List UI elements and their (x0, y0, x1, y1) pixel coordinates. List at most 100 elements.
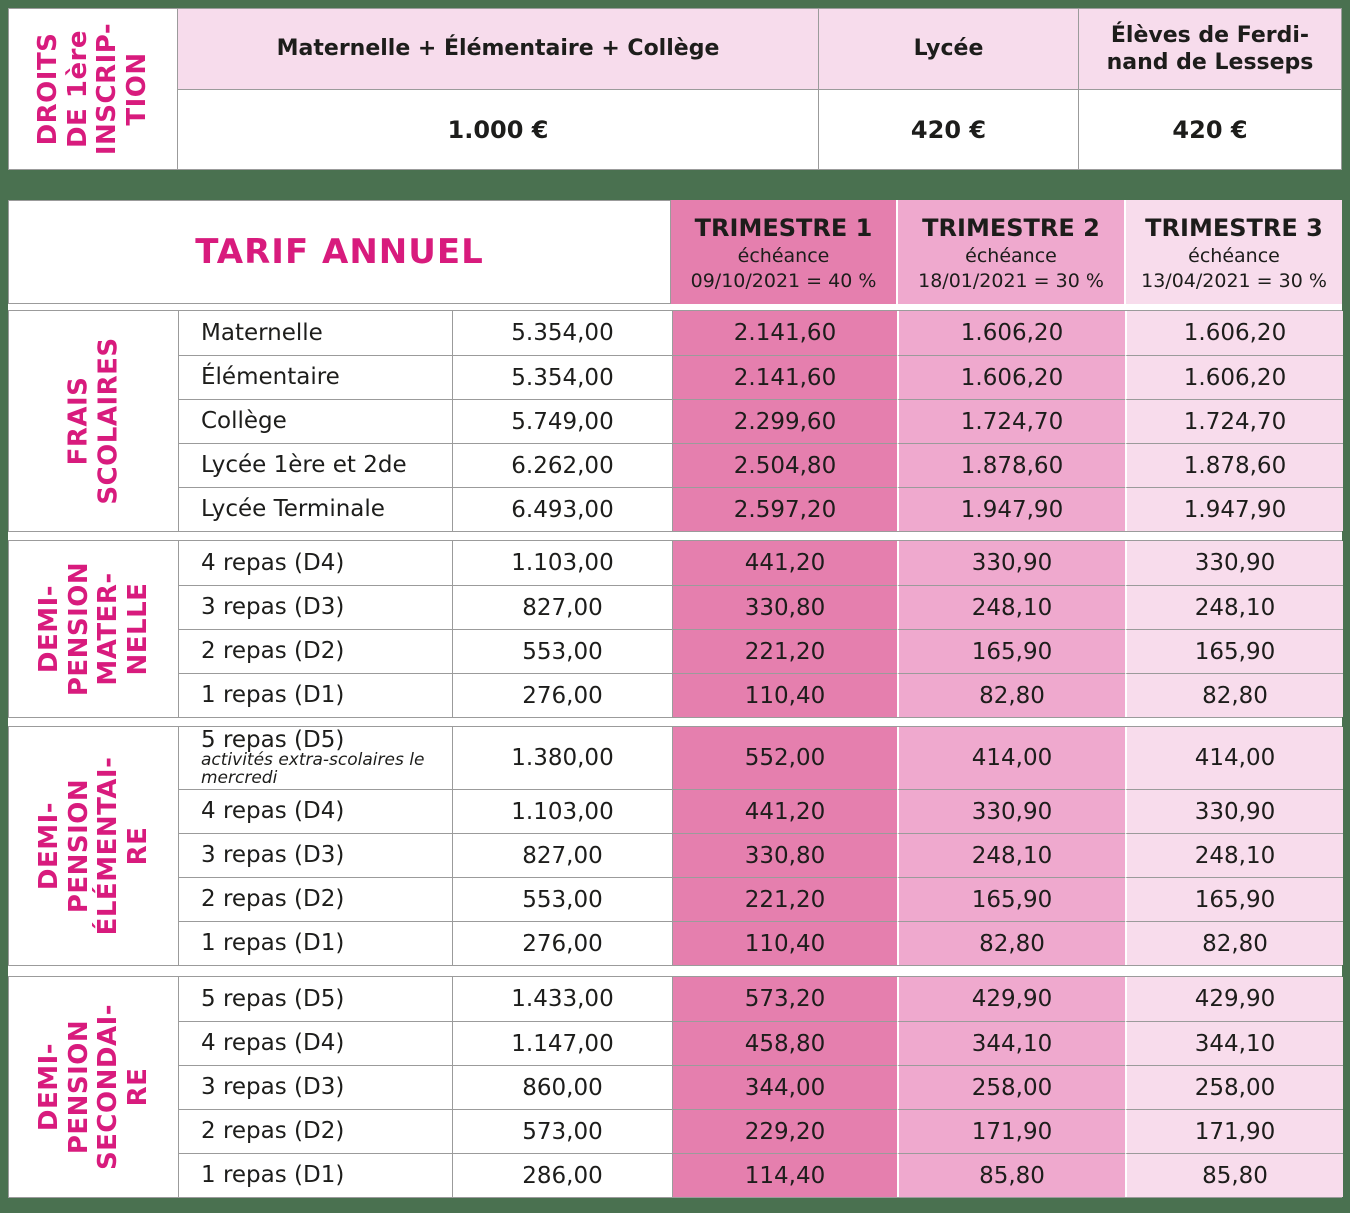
trimester-1-value: 2.504,80 (672, 443, 897, 487)
trimester-1-value: 330,80 (672, 833, 897, 877)
tariff-table: TARIF ANNUEL TRIMESTRE 1 échéance 09/10/… (8, 200, 1343, 1198)
tariff-sections: FRAIS SCOLAIRES Maternelle 5.354,00 2.141,6… (8, 310, 1343, 1198)
trimester-3-value: 1.606,20 (1125, 311, 1343, 355)
row-item-label: Lycée Terminale (178, 487, 452, 531)
trimester-3-value: 171,90 (1125, 1109, 1343, 1153)
trimester-3-value: 85,80 (1125, 1153, 1343, 1197)
row-item-label: 1 repas (D1) (178, 673, 452, 717)
row-item-text: 3 repas (D3) (201, 594, 345, 621)
row-item-text: 4 repas (D4) (201, 549, 345, 576)
annual-value: 827,00 (452, 833, 672, 877)
section-0: FRAIS SCOLAIRES Maternelle 5.354,00 2.141,6… (8, 310, 1343, 532)
trimester-3-value: 165,90 (1125, 877, 1343, 921)
trimester-2-value: 165,90 (897, 877, 1125, 921)
section-1: DEMI- PENSION MATER- NELLE 4 repas (D4) 1.… (8, 540, 1343, 718)
trimester-1-value: 110,40 (672, 921, 897, 965)
trimester-2-value: 258,00 (897, 1065, 1125, 1109)
section-3: DEMI- PENSION SECONDAI- RE 5 repas (D5) 1.… (8, 976, 1343, 1198)
trimester-2-echeance-label: échéance (965, 244, 1057, 267)
annual-value: 5.354,00 (452, 355, 672, 399)
trimester-1-value: 344,00 (672, 1065, 897, 1109)
trimester-1-value: 221,20 (672, 629, 897, 673)
trimester-1-name: TRIMESTRE 1 (694, 213, 873, 242)
row-item-label: 3 repas (D3) (178, 585, 452, 629)
trimester-2-value: 171,90 (897, 1109, 1125, 1153)
row-item-text: 1 repas (D1) (201, 682, 345, 709)
trimester-3-value: 165,90 (1125, 629, 1343, 673)
trimester-3-name: TRIMESTRE 3 (1145, 213, 1323, 242)
inscription-table: DROITS DE 1ère INSCRIP- TION Maternelle … (8, 8, 1342, 170)
row-item-text: Maternelle (201, 319, 323, 346)
annual-value: 553,00 (452, 877, 672, 921)
trimester-2-value: 1.606,20 (897, 355, 1125, 399)
inscription-side-cell: DROITS DE 1ère INSCRIP- TION (9, 9, 178, 169)
trimester-1-value: 573,20 (672, 977, 897, 1021)
section-side-label: DEMI- PENSION MATER- NELLE (33, 561, 153, 697)
row-item-label: 4 repas (D4) (178, 541, 452, 585)
row-item-label: 1 repas (D1) (178, 1153, 452, 1197)
section-side-cell: DEMI- PENSION MATER- NELLE (9, 541, 178, 717)
inscription-side-label: DROITS DE 1ère INSCRIP- TION (32, 22, 152, 156)
annual-value: 5.749,00 (452, 399, 672, 443)
annual-value: 1.147,00 (452, 1021, 672, 1065)
row-item-text: 2 repas (D2) (201, 1118, 345, 1145)
row-item-label: 1 repas (D1) (178, 921, 452, 965)
trimester-2-header: TRIMESTRE 2 échéance 18/01/2021 = 30 % (896, 200, 1124, 304)
row-item-label: 2 repas (D2) (178, 877, 452, 921)
trimester-3-header: TRIMESTRE 3 échéance 13/04/2021 = 30 % (1124, 200, 1342, 304)
row-item-text: 4 repas (D4) (201, 1030, 345, 1057)
row-item-label: 3 repas (D3) (178, 833, 452, 877)
trimester-1-value: 110,40 (672, 673, 897, 717)
trimester-1-value: 2.141,60 (672, 355, 897, 399)
trimester-3-value: 1.606,20 (1125, 355, 1343, 399)
inscription-fee-lycee: 420 € (818, 90, 1078, 169)
trimester-2-value: 330,90 (897, 789, 1125, 833)
annual-value: 827,00 (452, 585, 672, 629)
section-side-cell: FRAIS SCOLAIRES (9, 311, 178, 531)
trimester-2-value: 344,10 (897, 1021, 1125, 1065)
row-item-label: Élémentaire (178, 355, 452, 399)
annual-value: 5.354,00 (452, 311, 672, 355)
annual-value: 1.433,00 (452, 977, 672, 1021)
trimester-3-value: 82,80 (1125, 921, 1343, 965)
trimester-1-value: 2.141,60 (672, 311, 897, 355)
trimester-3-value: 429,90 (1125, 977, 1343, 1021)
section-gap (8, 304, 1342, 310)
trimester-1-value: 2.597,20 (672, 487, 897, 531)
annual-value: 573,00 (452, 1109, 672, 1153)
row-item-note: activités extra-scolaires le mercredi (201, 750, 425, 789)
trimester-1-value: 221,20 (672, 877, 897, 921)
row-item-text: 1 repas (D1) (201, 1162, 345, 1189)
trimester-2-value: 1.606,20 (897, 311, 1125, 355)
section-side-cell: DEMI- PENSION ÉLÉMENTAI- RE (9, 727, 178, 965)
annual-value: 286,00 (452, 1153, 672, 1197)
trimester-3-due: 13/04/2021 = 30 % (1141, 269, 1327, 292)
annual-value: 6.493,00 (452, 487, 672, 531)
row-item-label: 5 repas (D5) activités extra-scolaires le… (178, 727, 452, 789)
trimester-2-value: 248,10 (897, 585, 1125, 629)
annual-value: 6.262,00 (452, 443, 672, 487)
trimester-3-value: 1.878,60 (1125, 443, 1343, 487)
row-item-label: 4 repas (D4) (178, 1021, 452, 1065)
trimester-3-value: 258,00 (1125, 1065, 1343, 1109)
section-side-label: FRAIS SCOLAIRES (62, 337, 123, 505)
trimester-2-value: 82,80 (897, 673, 1125, 717)
trimester-1-header: TRIMESTRE 1 échéance 09/10/2021 = 40 % (671, 200, 896, 304)
row-item-text: 2 repas (D2) (201, 638, 345, 665)
trimester-3-value: 1.947,90 (1125, 487, 1343, 531)
trimester-2-value: 1.724,70 (897, 399, 1125, 443)
row-item-text: 5 repas (D5) (201, 985, 345, 1012)
row-item-label: 2 repas (D2) (178, 629, 452, 673)
row-item-text: 5 repas (D5) (201, 727, 345, 754)
row-item-label: 3 repas (D3) (178, 1065, 452, 1109)
annual-value: 276,00 (452, 673, 672, 717)
row-item-label: Collège (178, 399, 452, 443)
trimester-1-echeance-label: échéance (737, 244, 830, 267)
row-item-label: Lycée 1ère et 2de (178, 443, 452, 487)
trimester-3-value: 248,10 (1125, 585, 1343, 629)
section-2: DEMI- PENSION ÉLÉMENTAI- RE 5 repas (D5) a… (8, 726, 1343, 966)
row-item-label: 4 repas (D4) (178, 789, 452, 833)
trimester-1-due: 09/10/2021 = 40 % (690, 269, 877, 292)
inscription-fee-lesseps: 420 € (1078, 90, 1341, 169)
trimester-1-value: 552,00 (672, 727, 897, 789)
